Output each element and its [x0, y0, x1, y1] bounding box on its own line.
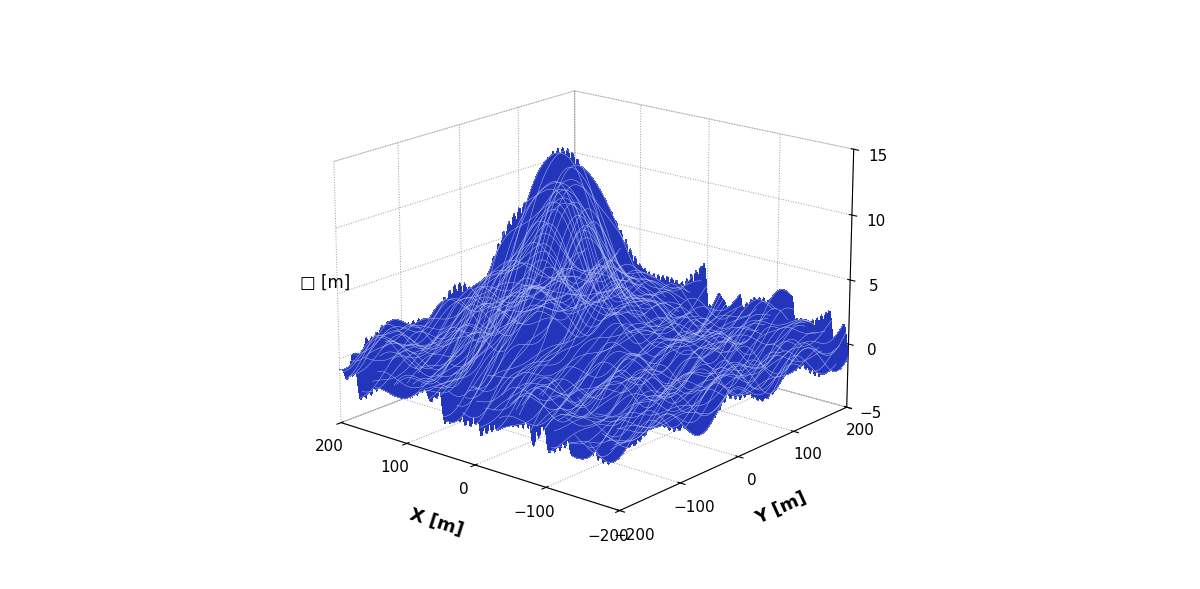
Text: □ [m]: □ [m]: [300, 274, 350, 292]
Y-axis label: Y [m]: Y [m]: [752, 488, 810, 527]
X-axis label: X [m]: X [m]: [407, 506, 466, 540]
